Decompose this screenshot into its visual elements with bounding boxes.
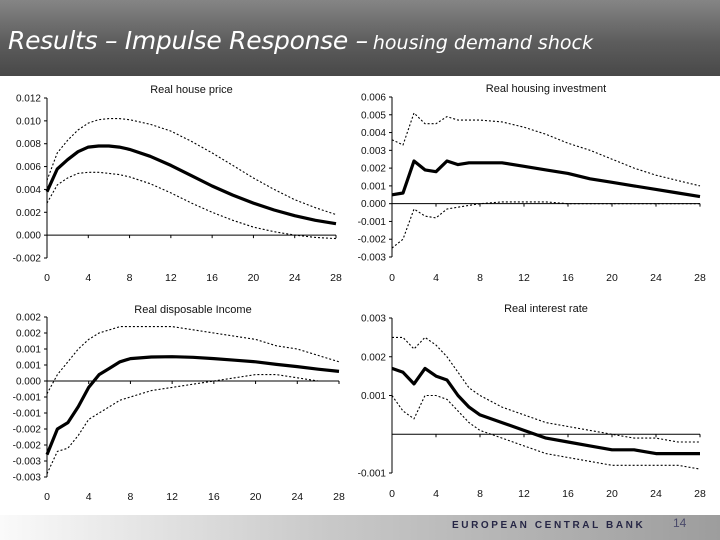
chart1-y-tick-label: 0.012 <box>16 94 41 105</box>
chart3-y-tick-label: -0.001 <box>13 409 42 420</box>
chart2-y-tick-label: -0.001 <box>358 217 387 228</box>
chart3-y-tick-label: 0.002 <box>16 313 41 324</box>
chart2-x-tick-label: 16 <box>562 272 574 284</box>
footer-bar <box>0 515 720 540</box>
chart4-y-tick-label: 0.001 <box>361 391 386 402</box>
chart3-y-tick-label: -0.001 <box>13 393 42 404</box>
chart3-x-tick-label: 24 <box>291 491 303 503</box>
chart2-x-tick-label: 4 <box>433 272 439 284</box>
chart3-x-tick-label: 8 <box>128 491 134 503</box>
chart3-y-tick-label: 0.001 <box>16 361 41 372</box>
chart4-x-tick-label: 16 <box>562 488 574 500</box>
chart4-y-tick-label: 0.003 <box>361 314 386 325</box>
chart1-x-tick-label: 8 <box>127 272 133 284</box>
chart1-x-tick-label: 28 <box>330 272 342 284</box>
chart2-x-tick-label: 12 <box>518 272 530 284</box>
chart4-x-tick-label: 20 <box>606 488 618 500</box>
chart2-y-tick-label: 0.005 <box>361 110 386 121</box>
chart1-series-lower-band <box>46 171 337 240</box>
chart4-x-tick-label: 4 <box>433 488 439 500</box>
chart2-x-tick-label: 0 <box>389 272 395 284</box>
chart3-series-estimate <box>45 355 340 456</box>
chart4-x-tick-label: 28 <box>694 488 706 500</box>
chart3-x-tick-label: 0 <box>44 491 50 503</box>
chart1-series-estimate <box>45 144 337 226</box>
chart2-title: Real housing investment <box>486 83 606 95</box>
chart3-y-tick-label: 0.001 <box>16 345 41 356</box>
chart3-y-tick-label: -0.002 <box>13 425 42 436</box>
chart1-x-tick-label: 0 <box>44 272 50 284</box>
chart2-y-tick-label: 0.004 <box>361 128 386 139</box>
chart2-y-tick-label: -0.002 <box>358 235 387 246</box>
slide-title-sub: housing demand shock <box>372 32 593 54</box>
chart2-x-tick-label: 20 <box>606 272 618 284</box>
chart3-series-lower-band <box>46 374 339 475</box>
chart2-x-tick-label: 24 <box>650 272 662 284</box>
chart1-y-tick-label: 0.006 <box>16 162 41 173</box>
chart3-x-tick-label: 20 <box>250 491 262 503</box>
chart1-x-tick-label: 24 <box>289 272 301 284</box>
chart4-title: Real interest rate <box>504 303 588 315</box>
chart2-y-tick-label: 0.001 <box>361 181 386 192</box>
chart3-x-tick-label: 16 <box>208 491 220 503</box>
chart4-x-tick-label: 24 <box>650 488 662 500</box>
chart1-title: Real house price <box>150 84 233 96</box>
chart2-x-tick-label: 28 <box>694 272 706 284</box>
chart4-x-tick-label: 0 <box>389 488 395 500</box>
chart2-y-tick-label: 0.003 <box>361 146 386 157</box>
chart3-series-upper-band <box>46 326 340 395</box>
chart4-y-tick-label: 0.002 <box>361 352 386 363</box>
chart1-x-tick-label: 20 <box>248 272 260 284</box>
chart3-x-tick-label: 12 <box>166 491 178 503</box>
chart1-y-tick-label: 0.010 <box>16 116 41 127</box>
chart3-x-tick-label: 28 <box>333 491 345 503</box>
chart2-y-tick-label: 0.000 <box>361 199 386 210</box>
chart3-y-tick-label: -0.002 <box>13 441 42 452</box>
page-number: 14 <box>673 516 687 530</box>
chart1-series-upper-band <box>46 118 337 216</box>
chart1-x-tick-label: 16 <box>206 272 218 284</box>
chart3-title: Real disposable Income <box>134 304 251 316</box>
chart4-x-tick-label: 8 <box>477 488 483 500</box>
chart3-y-tick-label: 0.000 <box>16 377 41 388</box>
footer-bank-name: EUROPEAN CENTRAL BANK <box>452 520 646 531</box>
chart3-y-tick-label: -0.003 <box>13 457 42 468</box>
chart4-x-tick-label: 12 <box>518 488 530 500</box>
chart2-y-tick-label: -0.003 <box>358 253 387 264</box>
chart3-y-tick-label: 0.002 <box>16 329 41 340</box>
chart4-series-upper-band <box>392 336 700 443</box>
chart2-series-upper-band <box>391 112 701 187</box>
chart2-series-estimate <box>391 159 701 199</box>
chart1-y-tick-label: 0.004 <box>16 185 41 196</box>
chart2-series-lower-band <box>391 201 700 249</box>
chart4-y-tick-label: -0.001 <box>358 469 387 480</box>
chart1-x-tick-label: 4 <box>85 272 91 284</box>
chart1-y-tick-label: 0.000 <box>16 231 41 242</box>
chart1-y-tick-label: 0.002 <box>16 208 41 219</box>
chart3-y-tick-label: -0.003 <box>13 473 42 484</box>
slide-title-main: Results – Impulse Response – <box>8 26 368 55</box>
title-bar: Results – Impulse Response – housing dem… <box>0 0 720 76</box>
chart2-y-tick-label: 0.006 <box>361 93 386 104</box>
chart2-x-tick-label: 8 <box>477 272 483 284</box>
chart1-y-tick-label: 0.008 <box>16 139 41 150</box>
slide-title: Results – Impulse Response – housing dem… <box>8 26 593 55</box>
chart3-x-tick-label: 4 <box>86 491 92 503</box>
chart4-series-estimate <box>391 366 700 456</box>
chart1-y-tick-label: -0.002 <box>13 254 42 265</box>
chart1-x-tick-label: 12 <box>165 272 177 284</box>
chart2-y-tick-label: 0.002 <box>361 164 386 175</box>
chart4-series-lower-band <box>391 394 701 470</box>
